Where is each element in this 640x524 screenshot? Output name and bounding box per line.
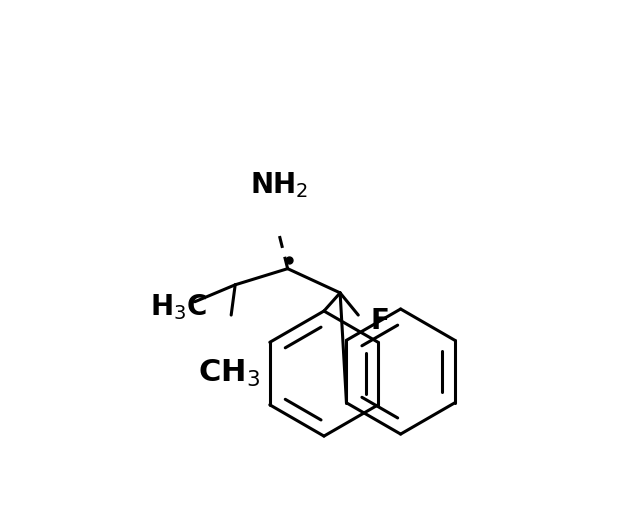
Text: CH$_3$: CH$_3$ [198,357,260,388]
Text: F: F [371,307,389,335]
Text: H$_3$C: H$_3$C [150,292,208,322]
Text: NH$_2$: NH$_2$ [250,170,308,200]
